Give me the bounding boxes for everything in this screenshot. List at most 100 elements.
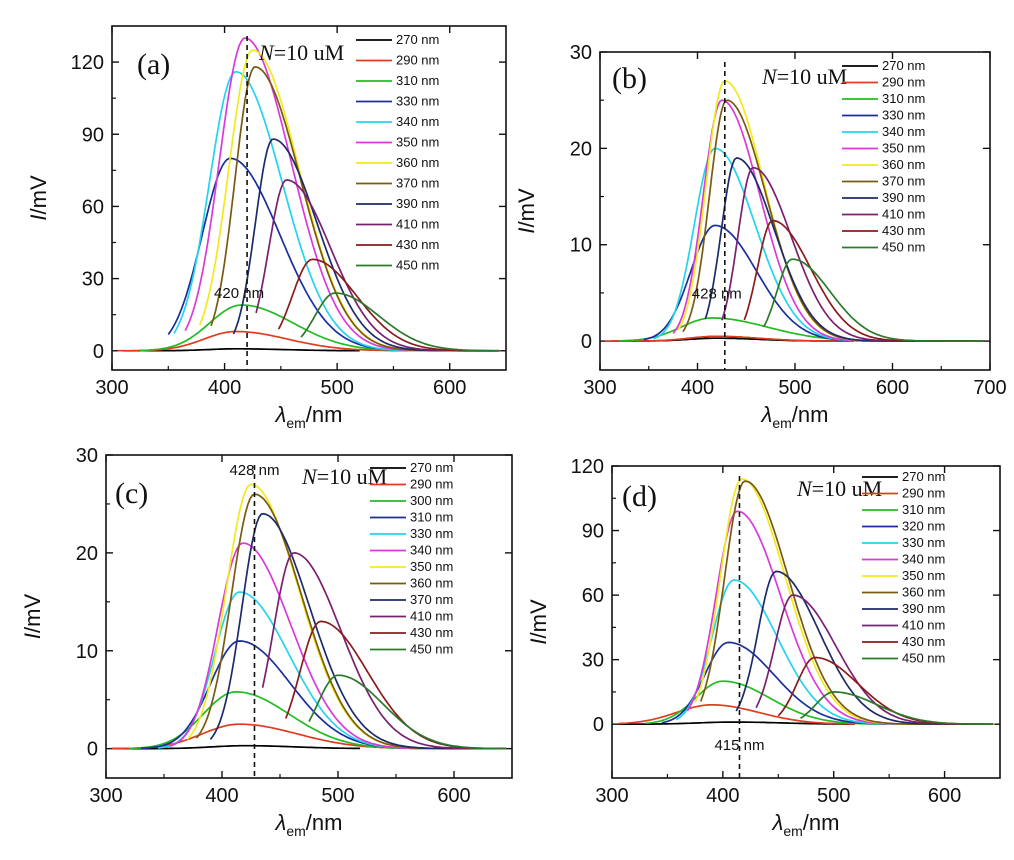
y-tick-label: 0 [93,341,104,363]
legend-entry: 430 nm [410,625,453,640]
x-axis-title: λem/nm [761,402,829,431]
x-axis-title: λem/nm [275,810,343,839]
legend-entry: 430 nm [902,634,945,649]
panel-label: (c) [115,477,148,510]
legend-entry: 390 nm [902,601,945,616]
series-line-270nm [617,721,855,726]
series-line-450nm [300,292,500,352]
legend-entry: 270 nm [882,58,925,73]
x-tick-label: 400 [205,785,238,807]
legend-entry: 340 nm [902,552,945,567]
legend-entry: 350 nm [902,568,945,583]
x-tick-label: 400 [208,377,241,399]
x-tick-label: 300 [583,377,616,399]
series-line-340nm [169,542,507,750]
legend-entry: 310 nm [396,73,439,88]
series-line-360nm [699,480,994,726]
series-line-450nm [800,691,994,726]
legend-entry: 450 nm [396,258,439,273]
legend-entry: 370 nm [396,176,439,191]
x-tick-label: 600 [928,785,961,807]
series-line-370nm [210,66,500,352]
series-line-350nm [186,483,505,750]
legend-entry: 320 nm [902,519,945,534]
legend-entry: 410 nm [410,609,453,624]
legend-entry: 290 nm [902,486,945,501]
series-line-270nm [111,744,360,750]
y-tick-label: 120 [71,52,104,74]
legend-entry: 360 nm [410,576,453,591]
y-tick-label: 60 [82,196,104,218]
series-line-410nm [755,594,994,726]
legend-entry: 370 nm [410,592,453,607]
x-tick-label: 400 [706,785,739,807]
peak-label: 428 nm [692,286,742,303]
y-tick-label: 30 [82,269,104,291]
x-tick-label: 500 [321,785,354,807]
series-group [604,80,986,342]
concentration-label: N=10 uM [761,64,847,89]
legend-entry: 430 nm [396,237,439,252]
y-tick-label: 10 [570,235,592,257]
chart-panel-d: 300 400 500 600 0 30 60 90 120 415 nm (d) N=10 uM 27… [526,456,1001,839]
x-tick-label: 300 [89,785,122,807]
legend-entry: 300 nm [410,493,453,508]
y-tick-label: 20 [76,543,98,565]
y-tick-label: 90 [82,124,104,146]
legend-entry: 410 nm [902,618,945,633]
legend-entry: 290 nm [882,75,925,90]
legend-entry: 350 nm [882,141,925,156]
plot-frame [611,465,1001,779]
y-axis-title: I/mV [26,175,51,221]
legend-entry: 430 nm [882,223,925,238]
y-tick-label: 120 [571,456,604,478]
legend-entry: 450 nm [410,642,453,657]
y-tick-label: 0 [581,331,592,353]
series-group [117,37,501,352]
y-tick-label: 30 [76,445,98,467]
x-tick-label: 400 [681,377,714,399]
series-line-430nm [277,258,500,352]
legend-entry: 360 nm [396,155,439,170]
concentration-label: N=10 uM [796,476,882,501]
legend-entry: 340 nm [410,543,453,558]
legend-entry: 350 nm [410,559,453,574]
legend-entry: 330 nm [410,526,453,541]
series-line-430nm [777,656,994,726]
series-group [111,483,507,750]
y-tick-label: 30 [570,42,592,64]
x-tick-label: 600 [876,377,909,399]
plot-frame [111,25,507,371]
y-tick-label: 60 [582,585,604,607]
legend-entry: 350 nm [396,135,439,150]
x-tick-label: 700 [973,377,1006,399]
peak-label: 415 nm [714,737,764,754]
plot-frame [105,454,513,779]
chart-panel-a: 300 400 500 600 0 30 60 90 120 420 nm (a) N=10 uM 27… [26,25,507,431]
series-line-290nm [617,703,855,725]
x-tick-label: 600 [437,785,470,807]
series-group [617,478,995,726]
legend-entry: 410 nm [396,217,439,232]
panel-label: (b) [612,62,647,95]
legend-entry: 310 nm [882,91,925,106]
legend-entry: 330 nm [882,108,925,123]
peak-label: 428 nm [229,462,279,479]
panel-label: (a) [137,48,170,81]
series-line-450nm [308,674,507,750]
x-axis-title: λem/nm [772,810,840,839]
series-line-290nm [117,330,415,352]
legend-entry: 310 nm [410,510,453,525]
y-tick-label: 90 [582,521,604,543]
series-line-450nm [763,258,985,342]
legend-entry: 290 nm [410,477,453,492]
series-line-410nm [261,552,507,750]
x-tick-label: 600 [433,377,466,399]
x-axis-title: λem/nm [275,402,343,431]
legend-entry: 340 nm [396,114,439,129]
panel-label: (d) [622,480,657,513]
legend-entry: 290 nm [396,53,439,68]
y-tick-label: 0 [87,739,98,761]
